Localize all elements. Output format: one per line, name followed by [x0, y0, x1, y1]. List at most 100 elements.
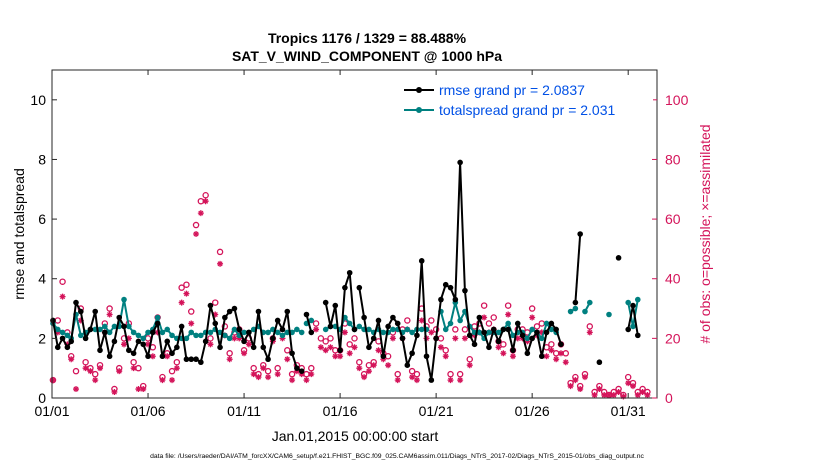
- obs-possible-marker: [183, 281, 190, 288]
- rmse-point: [303, 311, 310, 318]
- obs-assimilated-marker: [54, 329, 61, 336]
- rmse-point: [174, 344, 180, 351]
- rmse-point: [399, 335, 406, 342]
- obs-assimilated-marker: [193, 231, 200, 237]
- obs-assimilated-marker: [385, 362, 392, 369]
- obs-assimilated-marker: [413, 377, 420, 384]
- spread-point: [572, 305, 579, 312]
- rmse-point: [596, 359, 603, 366]
- obs-assimilated-marker: [68, 356, 75, 363]
- obs-assimilated-marker: [346, 350, 353, 357]
- rmse-point: [375, 317, 382, 324]
- obs-assimilated-marker: [183, 290, 190, 297]
- rmse-point: [442, 281, 449, 288]
- spread-point: [279, 332, 286, 339]
- rmse-point: [188, 356, 195, 363]
- rmse-point: [106, 353, 113, 360]
- obs-assimilated-marker: [409, 374, 416, 381]
- obs-assimilated-marker: [625, 380, 632, 387]
- rmse-point: [558, 341, 564, 348]
- x-tick-label: 01/11: [227, 403, 261, 419]
- obs-assimilated-marker: [217, 260, 224, 267]
- obs-assimilated-marker: [173, 365, 180, 372]
- plot-area: [52, 70, 657, 398]
- obs-possible-marker: [187, 308, 195, 315]
- spread-point: [447, 320, 454, 327]
- obs-assimilated-marker: [572, 377, 579, 384]
- obs-assimilated-marker: [49, 377, 56, 384]
- rmse-point: [255, 308, 262, 315]
- spread-point: [274, 329, 281, 336]
- rmse-point: [490, 326, 497, 333]
- spread-point: [231, 326, 238, 333]
- rmse-point: [361, 314, 367, 321]
- x-tick-label: 01/01: [34, 403, 69, 419]
- rmse-point: [207, 302, 214, 309]
- obs-possible-marker: [428, 317, 435, 324]
- rmse-point: [486, 344, 492, 351]
- obs-assimilated-marker: [562, 359, 569, 366]
- obs-possible-marker: [207, 335, 214, 342]
- obs-possible-marker: [413, 370, 421, 378]
- spread-point: [294, 326, 300, 333]
- spread-point: [298, 329, 305, 336]
- rmse-point: [577, 231, 583, 237]
- obs-assimilated-marker: [389, 335, 396, 342]
- rmse-point: [130, 350, 137, 357]
- rmse-point: [510, 347, 516, 354]
- spread-point: [486, 329, 492, 336]
- rmse-point: [212, 320, 219, 327]
- rmse-point: [78, 308, 84, 315]
- obs-possible-marker: [533, 323, 541, 330]
- obs-possible-marker: [284, 347, 291, 354]
- obs-assimilated-marker: [610, 392, 617, 399]
- rmse-point: [543, 329, 550, 336]
- spread-point: [582, 308, 588, 315]
- obs-assimilated-marker: [601, 392, 608, 399]
- rmse-point: [279, 326, 286, 333]
- x-tick-label: 01/26: [515, 403, 550, 419]
- rmse-point: [519, 332, 526, 339]
- rmse-point: [202, 338, 209, 345]
- obs-possible-marker: [490, 314, 497, 321]
- rmse-point: [457, 159, 463, 166]
- spread-point: [145, 329, 151, 336]
- y-axis-label-right: # of obs: o=possible; ×=assimilated: [697, 124, 713, 343]
- obs-possible-marker: [226, 350, 233, 357]
- rmse-point: [548, 320, 555, 327]
- obs-assimilated-marker: [178, 299, 185, 306]
- obs-assimilated-marker: [524, 338, 531, 345]
- obs-assimilated-marker: [586, 329, 593, 336]
- y-tick-label-left: 8: [38, 151, 46, 167]
- spread-point: [308, 317, 315, 324]
- obs-assimilated-marker: [82, 365, 89, 372]
- obs-assimilated-marker: [154, 329, 161, 336]
- rmse-point: [222, 314, 228, 321]
- rmse-point: [246, 329, 252, 336]
- y-axis-label-left: rmse and totalspread: [11, 168, 27, 300]
- obs-assimilated-marker: [577, 386, 584, 393]
- obs-assimilated-marker: [481, 314, 488, 321]
- rmse-point: [274, 317, 281, 324]
- obs-possible-marker: [308, 364, 315, 372]
- rmse-point: [346, 269, 353, 276]
- rmse-point: [409, 350, 415, 357]
- rmse-point: [241, 338, 247, 345]
- obs-assimilated-marker: [356, 365, 363, 372]
- rmse-point: [265, 356, 271, 363]
- rmse-point: [615, 255, 622, 261]
- obs-assimilated-marker: [260, 365, 267, 372]
- obs-assimilated-marker: [159, 377, 166, 384]
- obs-assimilated-marker: [629, 383, 636, 390]
- obs-assimilated-marker: [135, 386, 142, 393]
- obs-assimilated-marker: [361, 374, 368, 381]
- rmse-point: [471, 341, 478, 348]
- spread-point: [404, 326, 411, 333]
- obs-assimilated-marker: [236, 335, 243, 342]
- obs-possible-marker: [504, 302, 512, 309]
- x-tick-label: 01/16: [323, 403, 358, 419]
- obs-assimilated-marker: [279, 335, 286, 342]
- obs-assimilated-marker: [125, 335, 132, 342]
- rmse-point: [418, 258, 425, 264]
- spread-point: [418, 326, 425, 333]
